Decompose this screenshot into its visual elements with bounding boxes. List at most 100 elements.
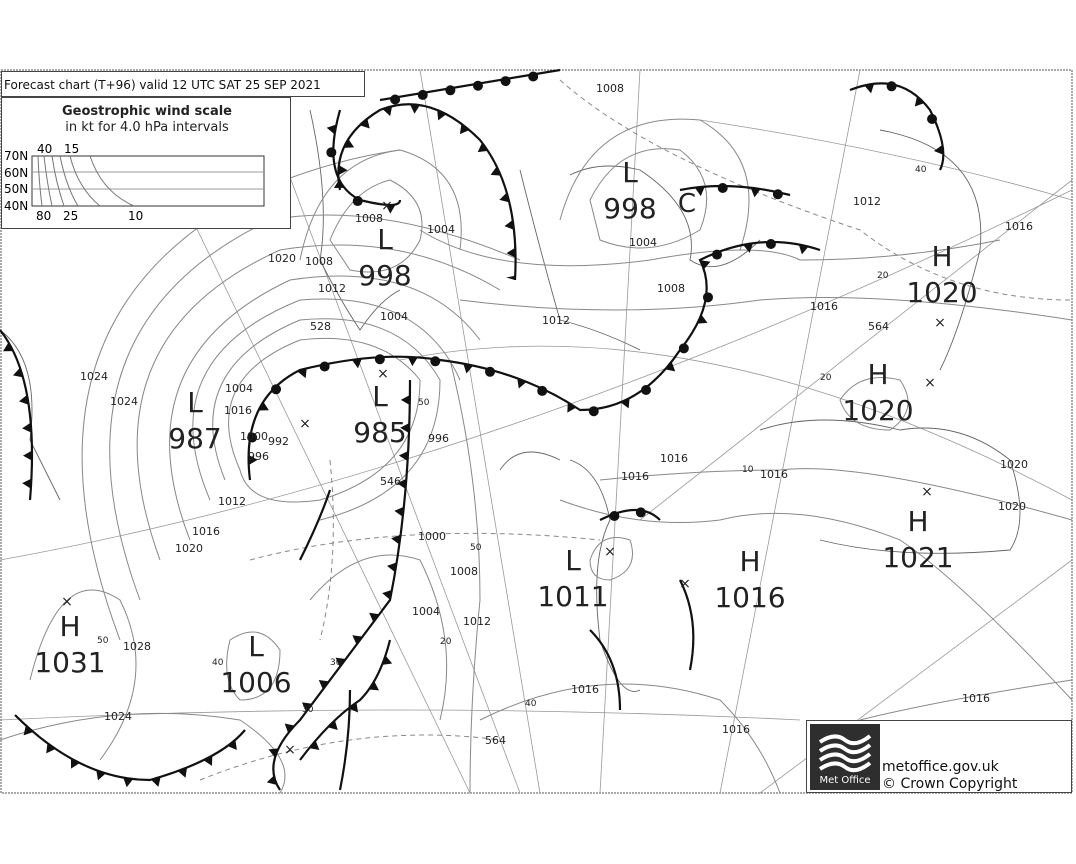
isobar-label: 1016 bbox=[621, 470, 649, 483]
centre-type: H bbox=[59, 610, 80, 643]
isobar-label: 1016 bbox=[224, 404, 252, 417]
coastline bbox=[759, 419, 1021, 554]
grid-line bbox=[249, 69, 521, 794]
centre-pressure: 998 bbox=[358, 259, 411, 292]
front-symbol-triangle bbox=[697, 314, 708, 324]
lat-60n: 60N bbox=[4, 166, 28, 180]
isobar-label: 1012 bbox=[542, 314, 570, 327]
grid-line bbox=[419, 69, 541, 794]
front-symbol-semicircle bbox=[472, 80, 483, 91]
fronts bbox=[0, 68, 945, 791]
front-symbol-triangle bbox=[318, 679, 329, 690]
front-symbol-semicircle bbox=[430, 356, 441, 367]
grid-line bbox=[719, 69, 861, 794]
centre-type: L bbox=[622, 156, 638, 189]
thickness-line bbox=[559, 79, 1073, 301]
front-symbol-triangle bbox=[297, 368, 307, 379]
front-symbol-triangle bbox=[333, 179, 345, 189]
isobar bbox=[479, 683, 781, 794]
website-link[interactable]: metoffice.gov.uk bbox=[882, 759, 999, 775]
isobar-label: 1024 bbox=[104, 710, 132, 723]
front-symbol-semicircle bbox=[702, 292, 713, 303]
centre-type: L bbox=[565, 544, 581, 577]
copyright: © Crown Copyright bbox=[882, 776, 1018, 792]
wind-scale-label: 50 bbox=[418, 398, 430, 408]
isobar-label: 1012 bbox=[218, 495, 246, 508]
front-symbol-triangle bbox=[382, 589, 392, 600]
isobar bbox=[839, 377, 909, 431]
centre-cross-icon: × bbox=[934, 315, 946, 331]
front-symbol-semicircle bbox=[445, 85, 456, 96]
isobars bbox=[0, 79, 1073, 794]
centre-pressure: 1016 bbox=[714, 581, 785, 614]
isobar-label: 1020 bbox=[998, 500, 1026, 513]
front-symbol-triangle bbox=[22, 422, 32, 433]
centre-cross-icon: × bbox=[604, 544, 616, 560]
top-tick-40: 40 bbox=[37, 142, 52, 156]
front-symbol-triangle bbox=[665, 361, 676, 372]
isobar-label: 1016 bbox=[571, 683, 599, 696]
centre-pressure: 1020 bbox=[842, 394, 913, 427]
front-symbol-semicircle bbox=[711, 249, 722, 260]
front-symbol-triangle bbox=[400, 394, 410, 405]
front-symbol-triangle bbox=[694, 186, 705, 197]
logo-text: Met Office bbox=[819, 775, 871, 786]
isobar-label: 1004 bbox=[412, 605, 440, 618]
front-symbol-triangle bbox=[123, 777, 134, 788]
isobar bbox=[169, 275, 481, 541]
front-symbol-semicircle bbox=[537, 385, 548, 396]
front-symbol-triangle bbox=[504, 219, 514, 230]
front-symbol-triangle bbox=[338, 165, 348, 176]
centre-type: H bbox=[867, 358, 888, 391]
centre-cross-icon: × bbox=[61, 594, 73, 610]
isobar-label: 1016 bbox=[660, 452, 688, 465]
centre-cross-icon: × bbox=[924, 375, 936, 391]
front-symbol-triangle bbox=[864, 83, 875, 94]
isobar-label: 1024 bbox=[80, 370, 108, 383]
cold-front bbox=[272, 379, 412, 791]
front-symbol-semicircle bbox=[765, 239, 776, 250]
front-symbol-triangle bbox=[391, 534, 401, 545]
front-symbol-triangle bbox=[700, 260, 711, 270]
front-symbol-triangle bbox=[407, 356, 418, 367]
bottom-tick-25: 25 bbox=[63, 209, 78, 223]
isobar bbox=[559, 499, 1073, 701]
wind-scale-title: Geostrophic wind scale bbox=[61, 104, 232, 119]
centre-pressure: 985 bbox=[353, 416, 406, 449]
isobar-label: 1008 bbox=[355, 212, 383, 225]
centre-type: L bbox=[377, 223, 393, 256]
front-symbol-triangle bbox=[301, 702, 313, 712]
front-symbol-triangle bbox=[96, 770, 106, 781]
front-symbol-triangle bbox=[3, 342, 14, 352]
footer-credit: Met Office metoffice.gov.uk © Crown Copy… bbox=[806, 720, 1072, 793]
isobar-label: 564 bbox=[868, 320, 889, 333]
front-symbol-semicircle bbox=[326, 147, 337, 158]
coastline bbox=[879, 129, 982, 371]
front-symbol-triangle bbox=[385, 204, 396, 214]
front-symbol-triangle bbox=[266, 775, 278, 785]
front-symbol-triangle bbox=[382, 655, 393, 665]
front-symbol-semicircle bbox=[390, 94, 401, 105]
front-symbol-triangle bbox=[368, 681, 379, 691]
front-symbol-triangle bbox=[387, 562, 397, 573]
isobar bbox=[29, 589, 137, 761]
front-symbol-semicircle bbox=[886, 81, 897, 92]
front-symbol-triangle bbox=[23, 725, 34, 736]
centre-type: H bbox=[931, 240, 952, 273]
isobar bbox=[136, 244, 501, 561]
isobar bbox=[226, 631, 281, 701]
top-tick-15: 15 bbox=[64, 142, 79, 156]
wind-scale-label: 20 bbox=[877, 271, 889, 281]
coastline bbox=[519, 169, 641, 351]
plain-front bbox=[299, 489, 332, 561]
front-symbol-semicircle bbox=[500, 76, 511, 87]
front-symbol-triangle bbox=[400, 422, 410, 433]
